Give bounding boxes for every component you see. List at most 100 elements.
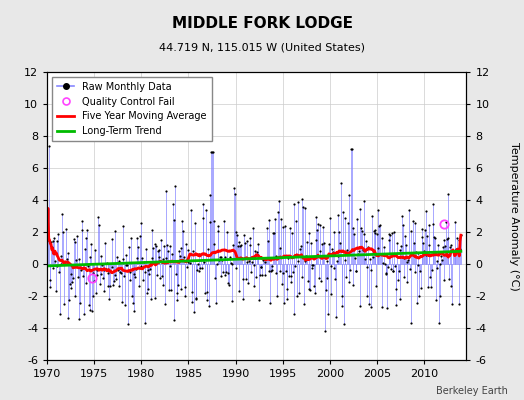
Point <box>344 279 353 285</box>
Point <box>363 292 371 299</box>
Point <box>303 239 311 245</box>
Point <box>43 236 51 242</box>
Point <box>270 216 279 223</box>
Point <box>80 311 88 318</box>
Point <box>417 285 425 291</box>
Point <box>296 246 304 252</box>
Point <box>172 271 180 277</box>
Point <box>128 300 137 307</box>
Point <box>377 235 386 241</box>
Point <box>191 296 200 302</box>
Point <box>117 299 126 306</box>
Point <box>111 228 119 234</box>
Point <box>59 228 67 235</box>
Point <box>199 201 207 208</box>
Point <box>413 300 421 307</box>
Point <box>183 259 192 266</box>
Point <box>278 270 287 276</box>
Point <box>440 277 449 283</box>
Point <box>91 247 99 253</box>
Point <box>396 295 405 302</box>
Point <box>48 238 57 244</box>
Point <box>364 243 373 250</box>
Point <box>223 228 231 235</box>
Point <box>93 272 102 278</box>
Point <box>445 276 453 282</box>
Point <box>403 279 412 285</box>
Point <box>229 242 237 248</box>
Point <box>183 264 191 270</box>
Point <box>443 236 451 243</box>
Point <box>196 264 204 271</box>
Point <box>428 267 436 273</box>
Point <box>382 270 390 276</box>
Point <box>411 219 420 226</box>
Point <box>416 268 424 274</box>
Point <box>277 216 285 222</box>
Point <box>292 292 301 299</box>
Point <box>106 283 114 289</box>
Point <box>61 260 69 267</box>
Point <box>246 234 254 241</box>
Point <box>92 290 100 296</box>
Point <box>96 270 105 277</box>
Point <box>292 218 300 224</box>
Point <box>324 311 332 318</box>
Point <box>47 239 55 245</box>
Point <box>355 248 363 255</box>
Point <box>71 292 80 299</box>
Point <box>286 225 294 231</box>
Point <box>355 205 364 212</box>
Point <box>391 301 400 308</box>
Point <box>283 296 291 302</box>
Point <box>451 250 460 256</box>
Point <box>162 188 171 194</box>
Point <box>449 249 457 255</box>
Point <box>341 257 349 263</box>
Point <box>254 252 263 258</box>
Point <box>164 247 172 254</box>
Point <box>187 207 195 213</box>
Point <box>325 240 333 247</box>
Point <box>62 226 70 233</box>
Point <box>401 233 409 239</box>
Point <box>319 224 327 230</box>
Point <box>444 234 453 241</box>
Point <box>245 258 253 265</box>
Point <box>213 223 222 229</box>
Point <box>64 250 72 256</box>
Point <box>308 265 316 271</box>
Point <box>106 269 115 275</box>
Point <box>156 275 165 282</box>
Point <box>70 235 78 242</box>
Point <box>232 265 241 271</box>
Point <box>311 236 320 243</box>
Point <box>158 255 167 262</box>
Point <box>103 283 112 290</box>
Point <box>290 201 299 207</box>
Point <box>451 219 459 226</box>
Point <box>366 304 375 310</box>
Point <box>380 244 388 251</box>
Point <box>335 229 343 236</box>
Point <box>441 242 450 249</box>
Point <box>300 258 309 264</box>
Point <box>327 263 335 269</box>
Point <box>228 260 237 267</box>
Point <box>394 277 402 284</box>
Point <box>107 236 116 242</box>
Point <box>262 255 270 261</box>
Point <box>407 228 416 235</box>
Point <box>310 282 318 289</box>
Point <box>429 201 437 208</box>
Point <box>216 254 224 260</box>
Point <box>316 248 324 254</box>
Point <box>381 271 390 277</box>
Point <box>110 278 118 284</box>
Point <box>269 230 277 236</box>
Point <box>297 243 305 249</box>
Point <box>56 310 64 317</box>
Point <box>377 251 385 257</box>
Point <box>457 232 465 238</box>
Point <box>142 246 150 252</box>
